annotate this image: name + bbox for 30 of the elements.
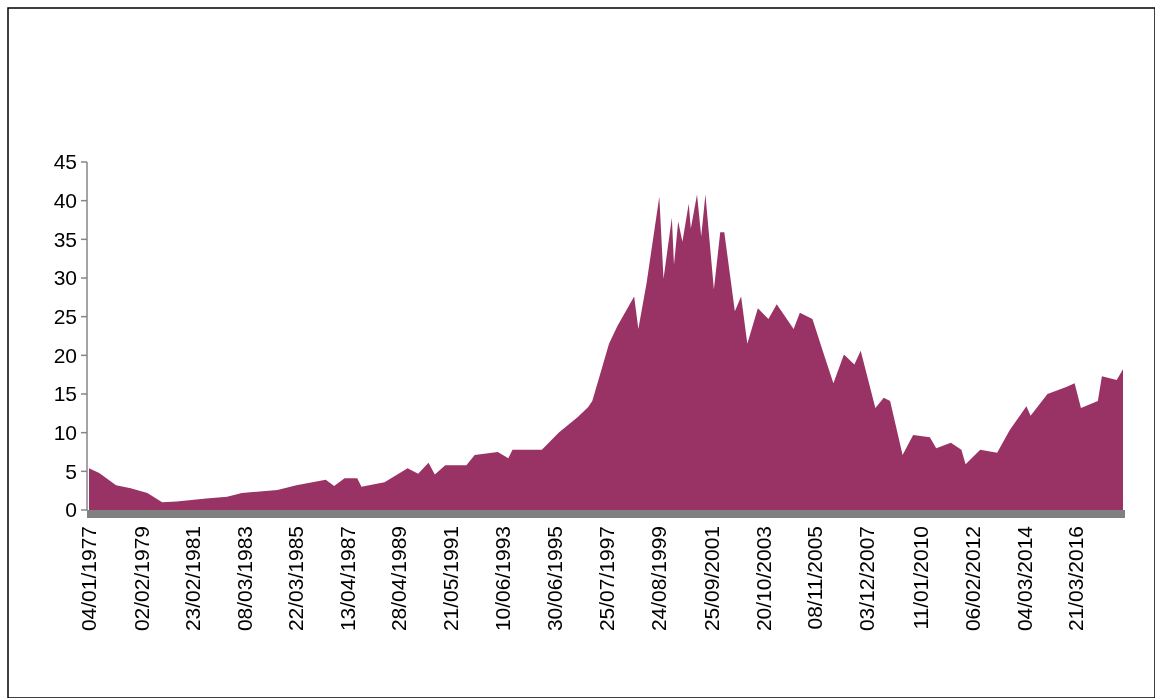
x-tick-label: 13/04/1987	[335, 526, 359, 632]
x-tick-label: 11/01/2010	[908, 526, 932, 630]
x-tick-label: 04/01/1977	[77, 526, 101, 632]
x-tick-label: 20/10/2003	[751, 526, 775, 632]
x-tick-label: 25/09/2001	[699, 526, 723, 632]
x-tick-label: 03/12/2007	[855, 526, 879, 632]
x-tick-label: 04/03/2014	[1012, 525, 1036, 632]
x-tick-label: 28/04/1989	[387, 526, 411, 632]
x-tick-label: 08/03/1983	[232, 526, 256, 632]
y-tick-label: 40	[53, 189, 77, 213]
y-tick-label: 30	[53, 266, 77, 290]
y-tick-label: 5	[65, 459, 77, 483]
y-tick-label: 10	[53, 421, 77, 445]
x-tick-label: 30/06/1995	[542, 526, 566, 632]
x-tick-label: 21/03/2016	[1064, 526, 1088, 632]
x-tick-label: 23/02/1981	[181, 526, 205, 632]
y-tick-label: 20	[53, 343, 77, 367]
y-tick-label: 45	[53, 150, 77, 174]
x-tick-label: 25/07/1997	[594, 526, 618, 632]
x-tick-label: 08/11/2005	[803, 526, 827, 630]
x-tick-label: 10/06/1993	[490, 526, 514, 632]
x-tick-label: 24/08/1999	[647, 526, 671, 632]
y-tick-label: 25	[53, 305, 77, 329]
y-tick-label: 15	[53, 382, 77, 406]
x-tick-label: 06/02/2012	[960, 526, 984, 632]
x-tick-label: 02/02/1979	[129, 526, 153, 632]
x-tick-label: 22/03/1985	[284, 526, 308, 632]
x-tick-label: 21/05/1991	[439, 526, 463, 632]
y-tick-label: 35	[53, 227, 77, 251]
y-tick-label: 0	[65, 498, 77, 522]
